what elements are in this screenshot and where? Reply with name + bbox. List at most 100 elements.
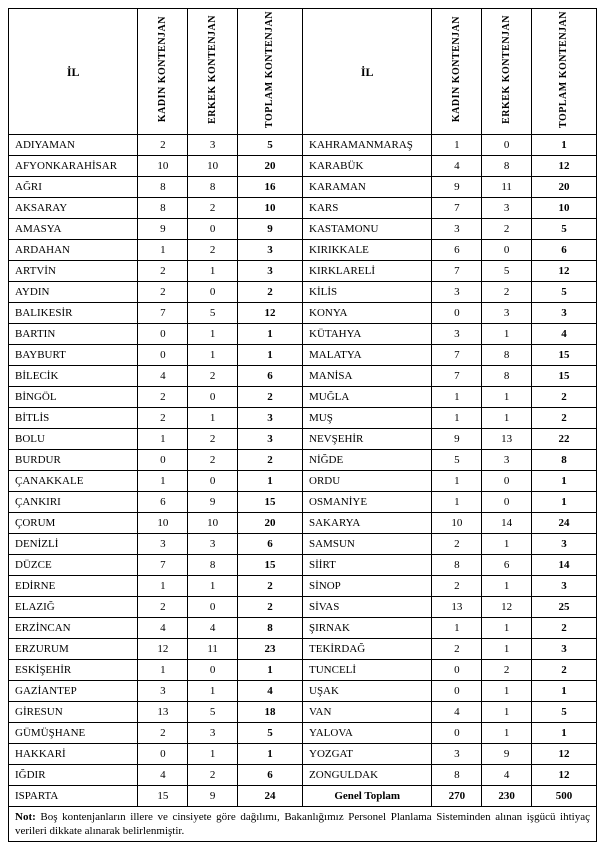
table-row: KARAMAN91120 [303,177,596,198]
cell-erkek: 3 [482,198,532,219]
cell-il: MALATYA [303,345,432,366]
table-row: KIRKLARELİ7512 [303,261,596,282]
cell-kadin: 0 [138,450,188,471]
table-row: BOLU123 [9,429,302,450]
cell-il: KIRKLARELİ [303,261,432,282]
cell-kadin: 1 [432,471,482,492]
cell-erkek: 0 [188,282,238,303]
cell-erkek: 1 [188,408,238,429]
cell-erkek: 9 [188,492,238,513]
table-row: ERZİNCAN448 [9,618,302,639]
cell-toplam: 6 [532,240,596,261]
cell-il: YOZGAT [303,744,432,765]
cell-erkek: 2 [482,219,532,240]
cell-il: ERZİNCAN [9,618,138,639]
cell-kadin: 7 [138,303,188,324]
table-row: AFYONKARAHİSAR101020 [9,156,302,177]
cell-erkek: 13 [482,429,532,450]
cell-erkek: 4 [482,765,532,786]
cell-il: ELAZIĞ [9,597,138,618]
table-row: HAKKARİ011 [9,744,302,765]
cell-kadin: 7 [432,198,482,219]
cell-kadin: 4 [138,618,188,639]
table-row: OSMANİYE101 [303,492,596,513]
header-toplam: TOPLAM KONTENJAN [238,9,302,135]
cell-toplam: 20 [532,177,596,198]
cell-kadin: 2 [138,597,188,618]
cell-erkek: 0 [188,219,238,240]
cell-il: NEVŞEHİR [303,429,432,450]
table-row: TUNCELİ022 [303,660,596,681]
cell-kadin: 4 [138,765,188,786]
grand-total-row: Genel Toplam270230500 [303,786,596,807]
cell-toplam: 12 [238,303,302,324]
cell-kadin: 2 [432,576,482,597]
cell-erkek: 1 [482,534,532,555]
table-row: KIRIKKALE606 [303,240,596,261]
cell-il: HAKKARİ [9,744,138,765]
cell-kadin: 2 [138,723,188,744]
cell-kadin: 2 [138,282,188,303]
cell-kadin: 8 [138,177,188,198]
table-row: KÜTAHYA314 [303,324,596,345]
table-row: ESKİŞEHİR101 [9,660,302,681]
cell-kadin: 4 [138,366,188,387]
cell-il: AFYONKARAHİSAR [9,156,138,177]
cell-kadin: 2 [138,261,188,282]
cell-il: GAZİANTEP [9,681,138,702]
cell-toplam: 23 [238,639,302,660]
cell-toplam: 1 [238,471,302,492]
cell-toplam: 22 [532,429,596,450]
cell-erkek: 2 [188,429,238,450]
cell-il: ORDU [303,471,432,492]
cell-il: BARTIN [9,324,138,345]
table-row: BALIKESİR7512 [9,303,302,324]
cell-erkek: 8 [482,366,532,387]
cell-erkek: 10 [188,156,238,177]
cell-il: AĞRI [9,177,138,198]
cell-kadin: 10 [432,513,482,534]
cell-il: DENİZLİ [9,534,138,555]
cell-toplam: 1 [238,324,302,345]
table-row: BİLECİK426 [9,366,302,387]
cell-erkek: 3 [482,450,532,471]
cell-il: DÜZCE [9,555,138,576]
table-row: KONYA033 [303,303,596,324]
cell-erkek: 1 [482,618,532,639]
cell-il: ÇORUM [9,513,138,534]
cell-il: ADIYAMAN [9,135,138,156]
cell-toplam: 2 [238,450,302,471]
cell-toplam: 2 [532,387,596,408]
cell-il: OSMANİYE [303,492,432,513]
cell-kadin: 0 [138,324,188,345]
cell-il: AYDIN [9,282,138,303]
table-row: KAHRAMANMARAŞ101 [303,135,596,156]
cell-kadin: 0 [138,744,188,765]
cell-kadin: 1 [138,660,188,681]
cell-kadin: 10 [138,156,188,177]
cell-toplam: 16 [238,177,302,198]
cell-toplam: 1 [238,660,302,681]
cell-toplam: 3 [532,639,596,660]
cell-kadin: 8 [432,555,482,576]
cell-kadin: 9 [432,177,482,198]
cell-kadin: 3 [138,534,188,555]
note-text: Boş kontenjanların illere ve cinsiyete g… [15,811,590,837]
table-row: MUĞLA112 [303,387,596,408]
cell-erkek: 5 [188,303,238,324]
cell-kadin: 6 [432,240,482,261]
cell-il: KARS [303,198,432,219]
cell-erkek: 0 [482,135,532,156]
cell-il: BİLECİK [9,366,138,387]
cell-erkek: 1 [188,324,238,345]
cell-erkek: 1 [188,744,238,765]
cell-kadin: 9 [432,429,482,450]
cell-kadin: 1 [138,240,188,261]
cell-il: ÇANKIRI [9,492,138,513]
table-row: ISPARTA15924 [9,786,302,807]
table-row: VAN415 [303,702,596,723]
table-row: BİNGÖL202 [9,387,302,408]
table-row: SAKARYA101424 [303,513,596,534]
cell-il: ŞIRNAK [303,618,432,639]
cell-toplam: 24 [532,513,596,534]
